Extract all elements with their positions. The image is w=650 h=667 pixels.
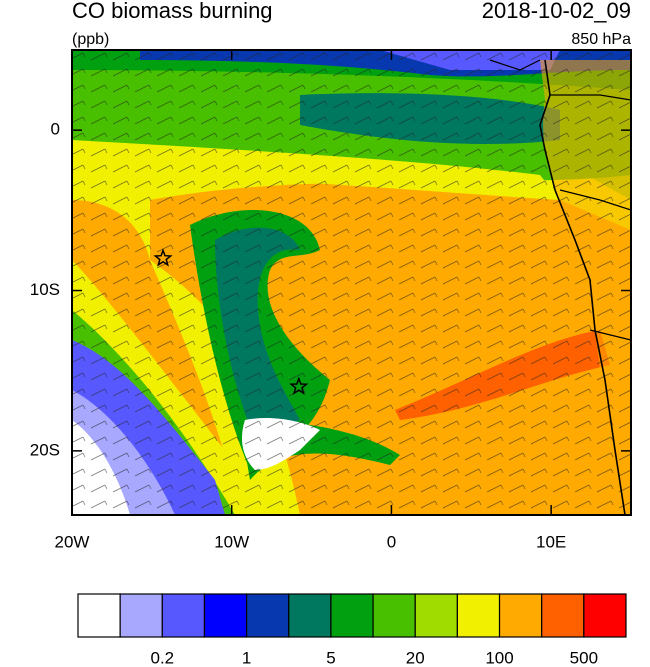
units: (ppb)	[72, 31, 109, 48]
colorbar-box	[583, 593, 627, 638]
lon-tick-label: 10E	[536, 532, 566, 551]
colorbar-box	[161, 593, 206, 638]
colorbar-box	[498, 593, 543, 638]
co-field	[72, 50, 631, 515]
colorbar-label: 0.2	[150, 648, 174, 667]
lat-tick-label: 0	[51, 120, 60, 139]
lat-tick-label: 20S	[30, 440, 60, 459]
colorbar-box	[414, 593, 458, 638]
colorbar-box	[77, 593, 121, 638]
colorbar-box	[288, 593, 332, 638]
colorbar-label: 5	[326, 648, 335, 667]
colorbar-label: 500	[570, 648, 598, 667]
colorbar-label: 100	[485, 648, 513, 667]
site-marker	[153, 248, 173, 267]
colorbar-box	[119, 593, 163, 638]
colorbar-box	[330, 593, 374, 638]
colorbar-box	[203, 593, 248, 638]
lon-tick-label: 0	[387, 532, 396, 551]
lat-tick-label: 10S	[30, 280, 60, 299]
colorbar-label: 1	[242, 648, 251, 667]
map-frame	[71, 49, 632, 516]
colorbar-box	[541, 593, 585, 638]
site-marker	[289, 376, 309, 395]
lon-tick-label: 10W	[214, 532, 249, 551]
colorbar-label: 20	[406, 648, 425, 667]
colorbar-box	[372, 593, 416, 638]
title: CO biomass burning	[72, 0, 273, 23]
level: 850 hPa	[571, 31, 631, 48]
lon-tick-label: 20W	[55, 532, 90, 551]
colorbar-box	[456, 593, 501, 638]
colorbar-box	[246, 593, 290, 638]
time: 2018-10-02_09	[482, 0, 631, 23]
